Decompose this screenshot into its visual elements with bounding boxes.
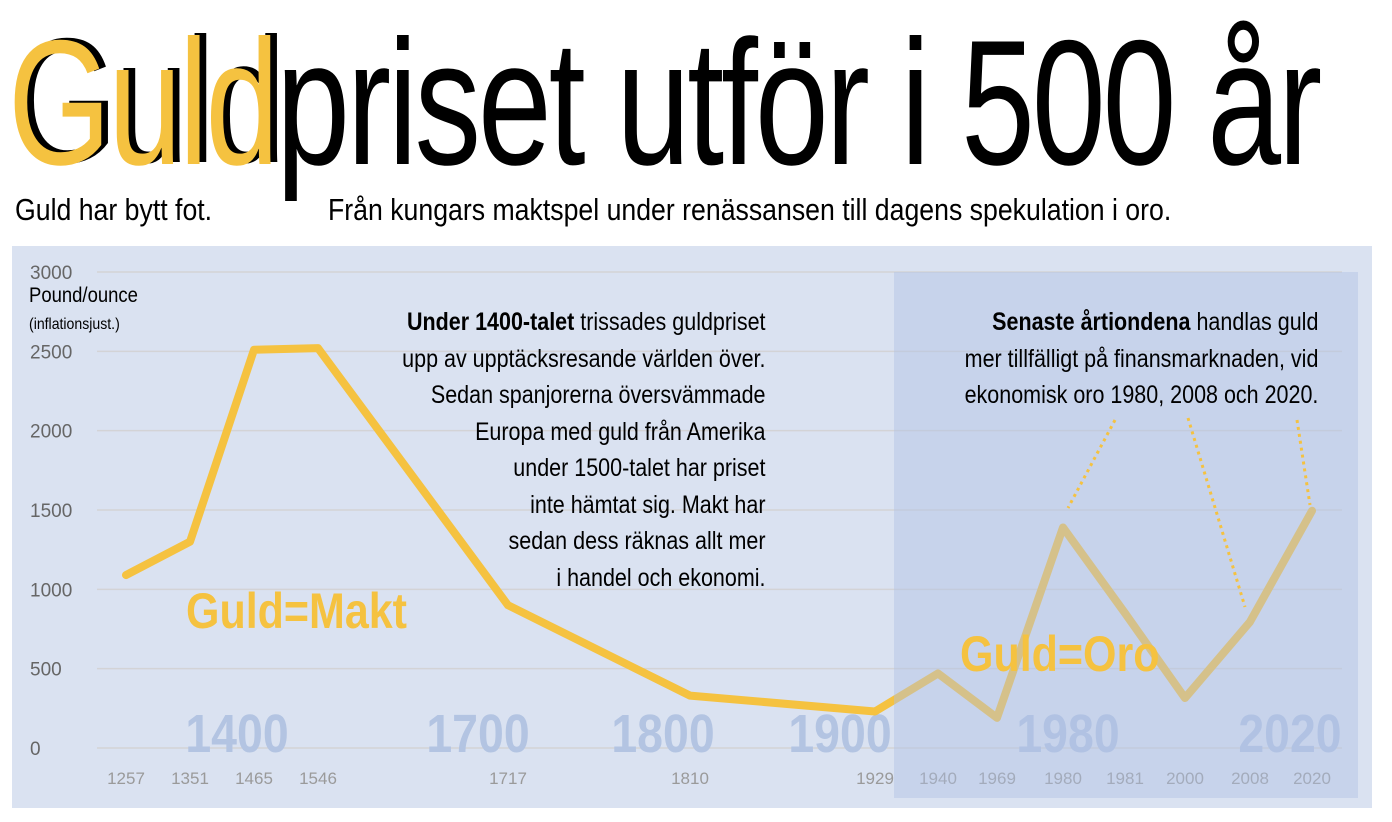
annotation-line: i handel och ekonomi. — [555, 563, 765, 592]
data-point — [688, 693, 692, 698]
annotation-recent: Senaste årtiondena handlas guld mer till… — [964, 304, 1318, 414]
data-point — [188, 539, 192, 544]
x-tick-label: 1969 — [978, 769, 1016, 788]
x-tick-label: 1257 — [107, 769, 145, 788]
annotation-leader-line — [1066, 419, 1117, 509]
annotation-leader-line — [1295, 419, 1312, 506]
y-tick-label: 0 — [30, 739, 41, 760]
annotation-line: handlas guld — [1190, 308, 1318, 336]
x-tick-label: 1546 — [299, 769, 337, 788]
x-tick-label: 1351 — [171, 769, 209, 788]
data-point — [873, 709, 877, 714]
x-tick-label: 2008 — [1231, 769, 1269, 788]
annotation-leader-line — [1186, 417, 1247, 608]
y-axis-subtitle: (inflationsjust.) — [29, 316, 120, 333]
x-tick-label: 2020 — [1293, 769, 1331, 788]
data-point — [995, 715, 999, 720]
era-label: 1980 — [1016, 703, 1119, 764]
x-tick-label: 1980 — [1044, 769, 1082, 788]
data-point — [1061, 525, 1065, 530]
annotation-line: sedan dess räknas allt mer — [508, 527, 765, 555]
era-label: 2020 — [1238, 703, 1341, 764]
y-tick-label: 3000 — [30, 263, 72, 284]
y-tick-label: 1500 — [30, 501, 72, 522]
data-point — [124, 573, 128, 578]
data-point — [1310, 508, 1314, 513]
data-point — [506, 603, 510, 608]
x-tick-label: 1810 — [671, 769, 709, 788]
x-tick-label: 1717 — [489, 769, 527, 788]
data-point — [252, 347, 256, 352]
subtitle-left: Guld har bytt fot. — [15, 192, 213, 227]
chart-panel — [12, 246, 1372, 808]
subtitle-right: Från kungars maktspel under renässansen … — [328, 192, 1172, 227]
annotation-early: Under 1400-talet trissades guldpriset up… — [402, 304, 765, 596]
title-highlight: Guld — [8, 3, 279, 202]
y-tick-label: 2000 — [30, 422, 72, 443]
annotation-line: under 1500-talet har priset — [512, 454, 765, 482]
data-point — [1248, 619, 1252, 624]
label-guld-oro: Guld=Oro — [960, 626, 1160, 682]
x-tick-label: 1465 — [235, 769, 273, 788]
label-guld-makt: Guld=Makt — [186, 583, 408, 639]
era-label: 1400 — [185, 703, 288, 764]
annotation-early-bold: Under 1400-talet — [406, 308, 574, 336]
data-point — [1183, 696, 1187, 701]
data-point — [1123, 611, 1127, 616]
annotation-line: Europa med guld från Amerika — [474, 417, 765, 446]
x-tick-label: 1940 — [919, 769, 957, 788]
highlight-region — [894, 272, 1358, 798]
x-tick-label: 2000 — [1166, 769, 1204, 788]
annotation-line: inte hämtat sig. Makt har — [529, 490, 765, 519]
era-label: 1800 — [611, 703, 714, 764]
y-tick-label: 2500 — [30, 342, 72, 363]
x-tick-label: 1981 — [1106, 769, 1144, 788]
annotation-line: ekonomisk oro 1980, 2008 och 2020. — [964, 381, 1318, 409]
era-label: 1700 — [426, 703, 529, 764]
annotation-line: mer tillfälligt på finansmarknaden, vid — [964, 344, 1318, 373]
annotation-line: Sedan spanjorerna översvämmade — [430, 381, 765, 409]
x-tick-label: 1929 — [856, 769, 894, 788]
series-line-gold-price — [122, 344, 1316, 722]
annotation-recent-bold: Senaste årtiondena — [991, 308, 1191, 336]
y-axis-title: Pound/ounce — [29, 284, 138, 307]
title-rest: priset utför i 500 år — [276, 3, 1322, 202]
annotation-line: upp av upptäcksresande världen över. — [401, 344, 765, 373]
annotation-line: trissades guldpriset — [573, 308, 765, 336]
y-tick-label: 1000 — [30, 580, 72, 601]
data-point — [936, 671, 940, 676]
y-tick-label: 500 — [30, 660, 62, 681]
page-title: Guldpriset utför i 500 år — [8, 14, 1322, 192]
data-point — [316, 346, 320, 351]
